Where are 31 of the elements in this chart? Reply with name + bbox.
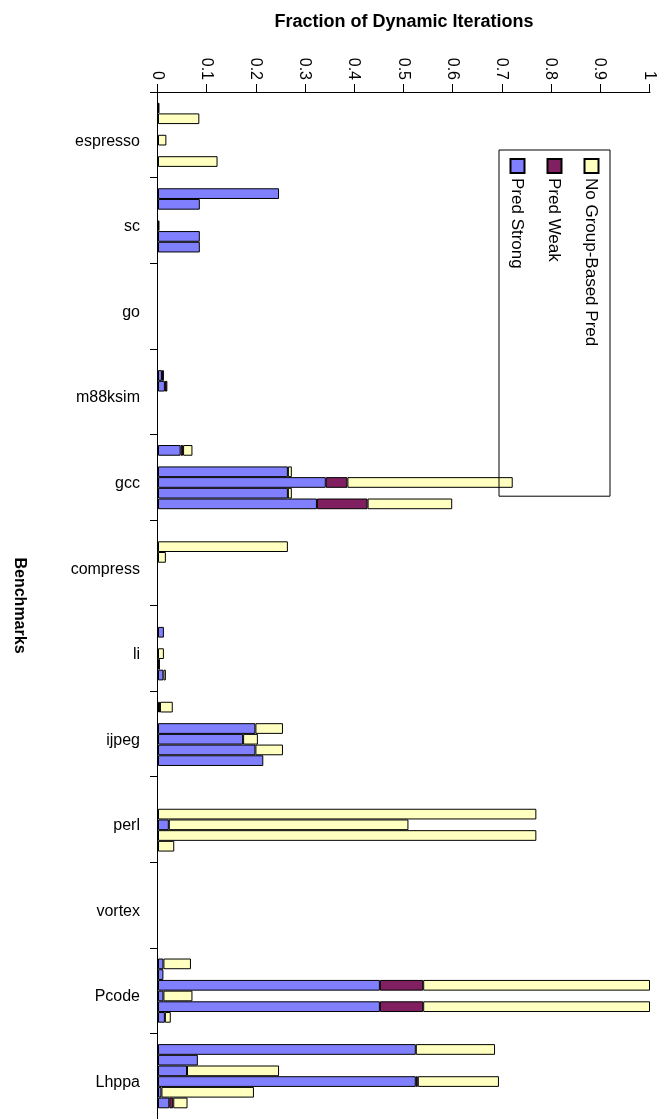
x-tick-label: 0.2 [247,57,265,81]
y-tick-label: Lhppa [95,1073,141,1091]
y-axis-title: Benchmarks [11,557,29,654]
x-tick-label: 0 [149,71,167,81]
y-tick-label: li [132,645,140,663]
y-tick-label: espresso [75,131,141,149]
legend-label: No Group-Based Pred [582,178,601,347]
y-tick-label: Pcode [94,987,141,1005]
y-tick-label: perl [113,816,140,834]
y-tick-label: go [122,302,141,320]
y-tick-label: sc [124,217,140,235]
x-tick-label: 0.3 [297,57,315,81]
x-tick-label: 0.9 [592,57,610,81]
y-tick-label: gcc [115,473,140,491]
y-tick-label: ijpeg [106,730,140,748]
y-tick-label: compress [70,559,140,577]
x-tick-label: 0.4 [346,57,364,81]
x-tick-label: 0.6 [444,57,462,81]
bar [417,1076,499,1087]
y-tick-label: m88ksim [75,388,140,406]
x-axis-title: Fraction of Dynamic Iterations [274,11,534,31]
x-tick-label: 0.7 [493,57,511,81]
y-tick-label: vortex [96,901,140,919]
bar [183,445,193,456]
x-tick-label: 1 [641,71,659,81]
bar [159,701,173,713]
x-tick-label: 0.5 [395,57,413,81]
legend-label: Pred Strong [508,178,527,269]
x-tick-label: 0.1 [198,57,216,81]
x-tick-label: 0.8 [543,57,561,81]
legend-label: Pred Weak [545,178,564,263]
